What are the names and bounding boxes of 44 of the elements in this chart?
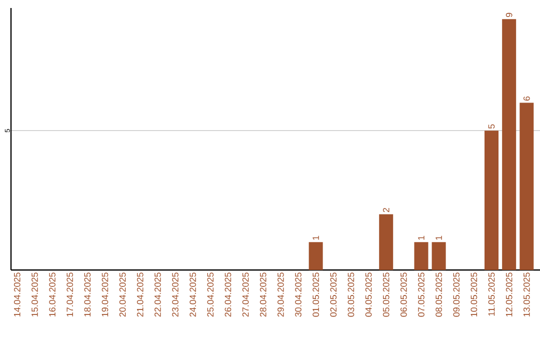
data-label: 2 (382, 208, 390, 212)
x-tick-label: 21.04.2025 (136, 272, 144, 317)
x-tick-label: 20.04.2025 (119, 272, 126, 317)
data-label: 6 (523, 96, 530, 101)
x-tick-label: 11.05.2025 (488, 272, 495, 316)
data-label: 1 (418, 236, 424, 240)
bar (432, 242, 446, 270)
x-tick-label: 12.05.2025 (506, 272, 512, 316)
x-tick-label: 15.04.2025 (32, 272, 38, 316)
x-tick-label: 22.04.2025 (154, 272, 161, 317)
x-tick-label: 28.04.2025 (260, 272, 266, 317)
x-tick-label: 13.05.2025 (523, 272, 530, 316)
x-tick-label: 25.04.2025 (207, 272, 214, 317)
bar (484, 130, 499, 270)
x-tick-label: 09.05.2025 (453, 272, 460, 317)
bar (502, 19, 516, 270)
x-tick-label: 30.04.2025 (295, 272, 302, 317)
x-tick-label: 24.04.2025 (190, 272, 196, 317)
x-tick-label: 05.05.2025 (382, 272, 390, 317)
x-tick-label: 14.04.2025 (14, 272, 20, 316)
data-label: 1 (436, 236, 442, 240)
data-label: 5 (488, 124, 495, 129)
x-tick-label: 08.05.2025 (436, 272, 442, 317)
x-tick-label: 26.04.2025 (224, 272, 232, 317)
bar (520, 102, 534, 270)
x-tick-label: 06.05.2025 (400, 272, 407, 317)
x-tick-label: 18.04.2025 (84, 272, 91, 316)
bar (414, 242, 428, 270)
x-tick-label: 17.04.2025 (66, 272, 74, 316)
x-tick-label: 23.04.2025 (172, 272, 178, 317)
x-tick-label: 07.05.2025 (418, 272, 424, 317)
bar (308, 242, 323, 270)
data-label: 1 (312, 236, 319, 240)
bar (379, 214, 394, 270)
x-tick-label: 02.05.2025 (330, 272, 337, 317)
data-label: 9 (506, 12, 512, 18)
x-tick-label: 04.05.2025 (365, 272, 372, 317)
x-tick-label: 16.04.2025 (49, 272, 56, 316)
x-tick-label: 03.05.2025 (348, 272, 354, 317)
x-tick-label: 10.05.2025 (470, 272, 478, 316)
x-tick-label: 01.05.2025 (312, 272, 320, 317)
x-tick-label: 27.04.2025 (242, 272, 249, 317)
x-tick-label: 19.04.2025 (102, 272, 108, 316)
x-tick-label: 29.04.2025 (278, 272, 284, 317)
